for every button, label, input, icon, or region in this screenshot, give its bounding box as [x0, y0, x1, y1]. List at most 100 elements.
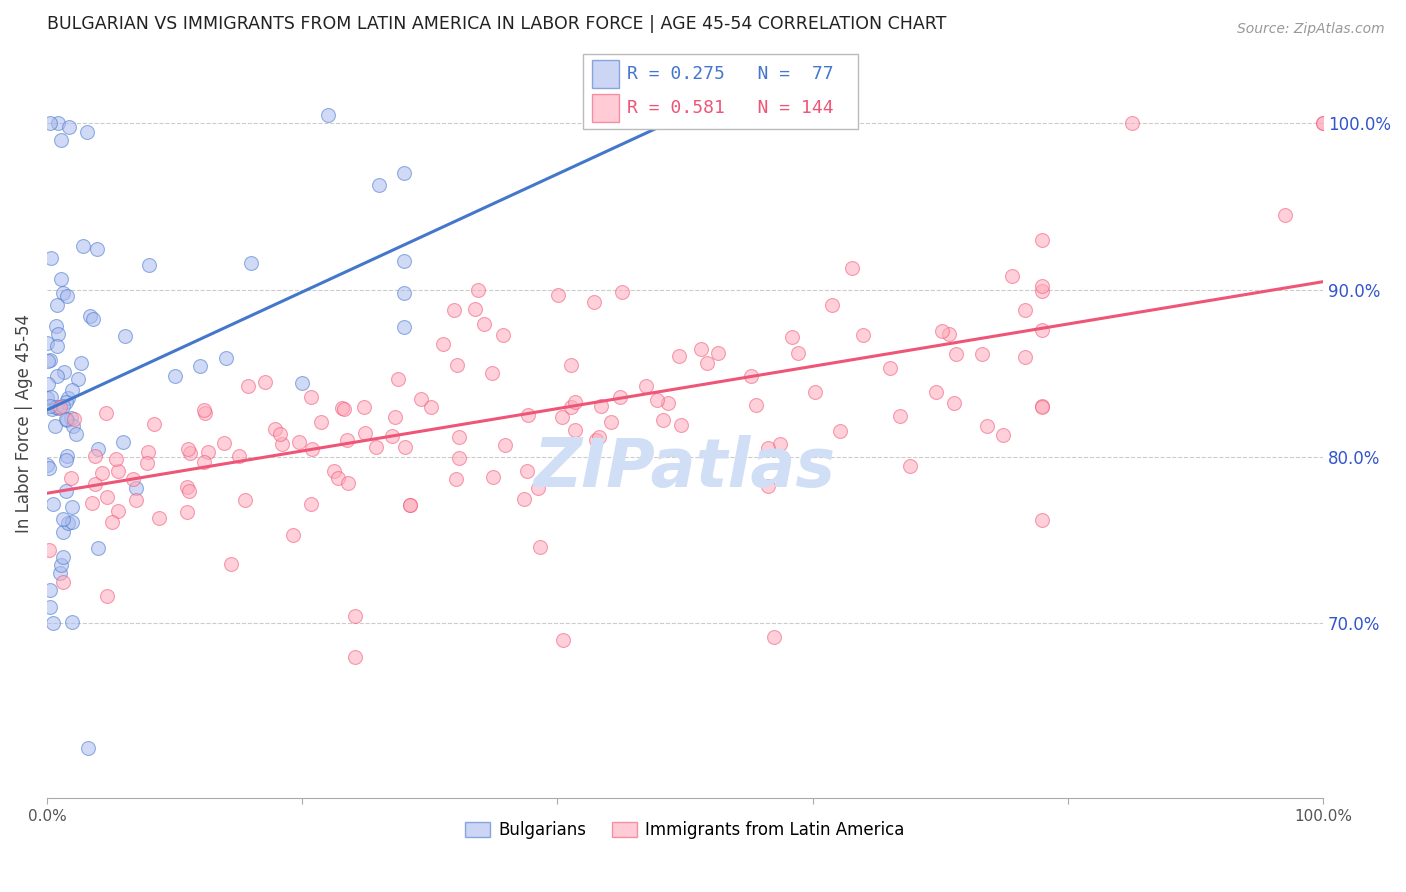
Point	[37, 376, 59, 391]
Point	[758, 441, 780, 455]
Point	[1031, 323, 1053, 337]
Point	[560, 400, 582, 414]
Point	[176, 480, 198, 494]
Point	[114, 329, 136, 343]
Point	[90, 467, 112, 481]
Point	[39, 251, 62, 265]
Point	[652, 413, 675, 427]
Point	[394, 440, 416, 454]
Point	[79, 309, 101, 323]
Point	[364, 440, 387, 454]
Point	[37, 335, 59, 350]
Point	[37, 354, 59, 368]
Point	[343, 649, 366, 664]
Point	[689, 342, 711, 356]
Point	[354, 426, 377, 441]
Point	[769, 437, 792, 451]
Point	[326, 471, 349, 485]
Point	[1014, 351, 1036, 365]
Point	[70, 355, 93, 369]
Point	[353, 400, 375, 414]
Point	[39, 599, 62, 614]
Point	[56, 413, 79, 427]
Point	[645, 392, 668, 407]
Point	[1031, 513, 1053, 527]
Point	[58, 120, 80, 134]
Point	[56, 391, 79, 405]
Point	[51, 133, 73, 147]
Point	[55, 412, 77, 426]
Point	[529, 540, 551, 554]
Point	[42, 497, 65, 511]
Point	[163, 368, 186, 383]
Point	[76, 741, 98, 756]
Point	[945, 347, 967, 361]
Point	[193, 454, 215, 468]
Point	[39, 582, 62, 597]
Point	[420, 400, 443, 414]
Point	[60, 383, 83, 397]
Point	[333, 401, 356, 416]
Point	[121, 472, 143, 486]
Point	[38, 116, 60, 130]
Point	[76, 125, 98, 139]
Point	[52, 285, 75, 300]
Point	[45, 400, 67, 414]
Bar	[592, 95, 619, 122]
Point	[60, 615, 83, 629]
Point	[52, 512, 75, 526]
Point	[399, 498, 422, 512]
Point	[48, 566, 70, 581]
Point	[610, 285, 633, 299]
Point	[444, 472, 467, 486]
Point	[381, 429, 404, 443]
Point	[236, 379, 259, 393]
Point	[46, 401, 69, 416]
Point	[60, 500, 83, 515]
Point	[41, 616, 63, 631]
Point	[1031, 233, 1053, 247]
Point	[609, 391, 631, 405]
Point	[55, 289, 77, 303]
Point	[1312, 116, 1334, 130]
Point	[96, 490, 118, 504]
Point	[35, 458, 58, 472]
Point	[299, 497, 322, 511]
Point	[87, 541, 110, 556]
Point	[214, 351, 236, 365]
Point	[62, 418, 84, 433]
Point	[67, 372, 90, 386]
Point	[1014, 302, 1036, 317]
Point	[46, 369, 69, 384]
Point	[657, 396, 679, 410]
Point	[481, 366, 503, 380]
Point	[512, 492, 534, 507]
Point	[394, 285, 416, 300]
Point	[60, 471, 83, 485]
Point	[301, 442, 323, 456]
Point	[1001, 269, 1024, 284]
Point	[45, 298, 67, 312]
Point	[136, 445, 159, 459]
Text: ZIPatlas: ZIPatlas	[534, 435, 837, 501]
Point	[547, 288, 569, 302]
Point	[45, 339, 67, 353]
Bar	[592, 61, 619, 87]
Point	[432, 336, 454, 351]
Point	[55, 483, 77, 498]
Point	[668, 349, 690, 363]
Point	[394, 166, 416, 180]
Point	[898, 458, 921, 473]
Point	[707, 345, 730, 359]
Point	[177, 442, 200, 456]
Point	[55, 394, 77, 409]
Point	[299, 390, 322, 404]
Point	[1031, 284, 1053, 298]
Point	[828, 424, 851, 438]
Point	[585, 434, 607, 448]
Point	[269, 426, 291, 441]
Point	[55, 453, 77, 467]
Point	[104, 451, 127, 466]
Point	[271, 436, 294, 450]
Point	[148, 510, 170, 524]
